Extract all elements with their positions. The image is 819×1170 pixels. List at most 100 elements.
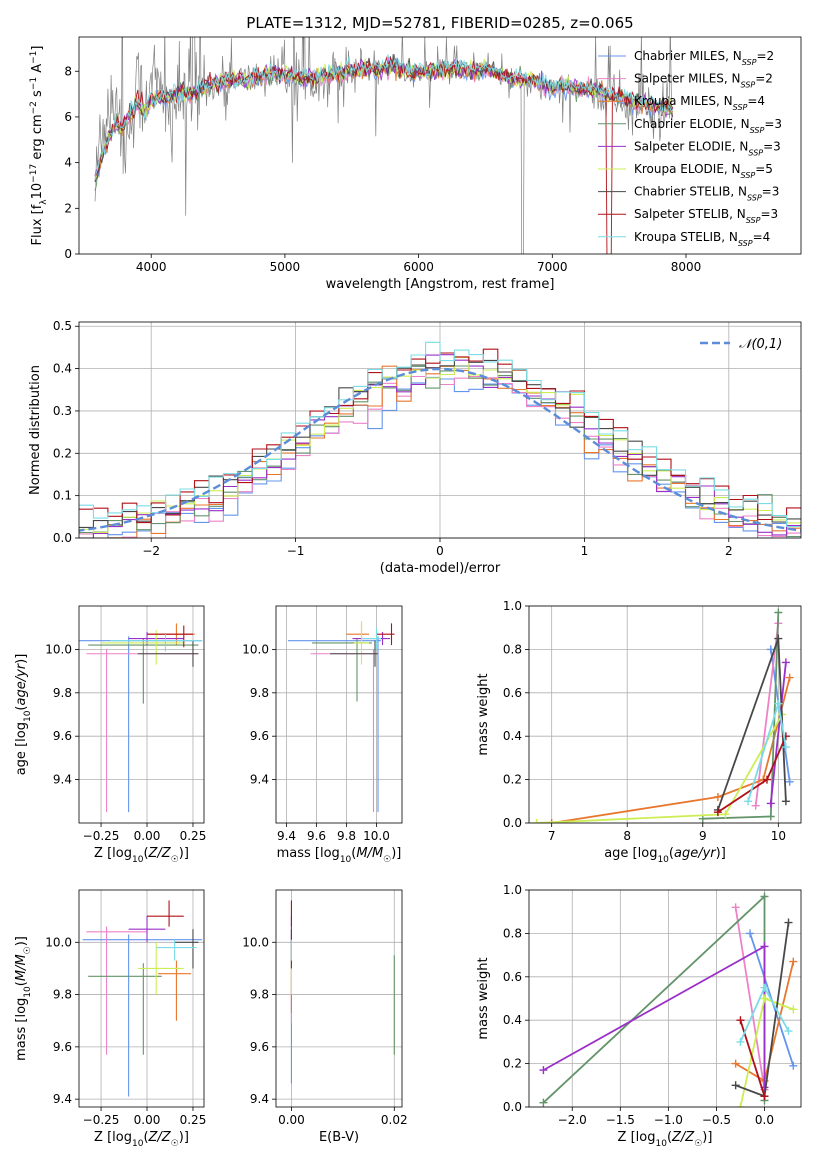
label-part: 10	[340, 855, 352, 865]
label-part: Z [log	[94, 846, 132, 861]
legend-text: =3	[764, 117, 782, 131]
weight-marker	[789, 1005, 798, 1014]
x-tick-label: 9.6	[307, 829, 326, 843]
x-tick-label: −0.5	[702, 1113, 731, 1127]
y-axis-label: Normed distribution	[28, 365, 43, 495]
plot-area	[82, 900, 203, 1097]
x-tick-label: 0.0	[755, 1113, 774, 1127]
errorbar-point	[156, 939, 197, 961]
weight-marker	[766, 812, 775, 821]
y-tick-label: 0.2	[503, 1057, 522, 1071]
y-axis-label: age [log10(age/yr)]	[14, 654, 33, 776]
histogram-step-line	[79, 357, 801, 533]
label-part: (	[14, 981, 29, 986]
weight-marker	[731, 1081, 740, 1090]
x-axis-label: (data-model)/error	[380, 561, 501, 576]
x-axis-label: Z [log10(Z/Z☉)]	[94, 846, 189, 865]
weight-marker	[736, 1103, 745, 1107]
weight-vs-metallicity-panel: −2.0 −1.5 −1.0 −0.5 0.0 0.0 0.2 0.4 0.6 0.8 1.0 Z […	[476, 883, 802, 1149]
weight-marker	[731, 1059, 740, 1068]
spectrum-panel: 4000 5000 6000 7000 8000 0 2 4 6 8 Chabrier MILES,…	[29, 36, 802, 292]
x-tick-label: 5000	[270, 260, 301, 274]
y-tick-label: 0.8	[503, 926, 522, 940]
weight-marker	[547, 819, 556, 823]
legend-text: =3	[762, 185, 780, 199]
mass-vs-metallicity-panel: −0.25 0.00 0.259.49.69.810.0Z [log10(Z/Z☉)…	[14, 889, 206, 1149]
label-part: Flux [f	[30, 204, 45, 245]
age-vs-mass-panel: 9.4 9.6 9.8 10.0 9.4 9.6 9.8 10.0 mass [log10(M/…	[242, 605, 403, 865]
label-part: −1	[29, 51, 39, 64]
x-axis-label: wavelength [Angstrom, rest frame]	[326, 277, 555, 292]
weight-marker	[539, 1066, 548, 1075]
y-tick-label: 0.1	[53, 489, 72, 503]
errorbar-point	[79, 636, 203, 813]
y-tick-label: 0.2	[503, 773, 522, 787]
plot-area	[288, 621, 395, 813]
weight-line	[542, 894, 766, 1104]
label-part: E(B-V)	[319, 1130, 359, 1145]
x-axis-label: Z [log10(Z/Z☉)]	[618, 1130, 713, 1149]
x-tick-label: 10	[771, 829, 786, 843]
errorbar-point	[137, 640, 199, 667]
residuals-panel: −2 −1 0 1 2 0.0 0.1 0.2 0.3 0.4 0.5 𝒩(0,1) (data-mod…	[28, 319, 802, 576]
plot-area	[539, 892, 798, 1107]
legend-subscript: SSP	[741, 80, 756, 89]
weight-marker	[785, 673, 794, 682]
x-tick-label: −0.25	[83, 1113, 120, 1127]
y-tick-label: 10.0	[242, 642, 269, 656]
axes-frame	[78, 36, 802, 255]
label-part: )]	[179, 846, 189, 861]
weight-line	[754, 623, 780, 806]
y-tick-label: 9.8	[250, 686, 269, 700]
label-part: s	[30, 90, 45, 101]
label-part: 10	[655, 1139, 667, 1149]
model-spectrum-line	[94, 56, 674, 254]
x-tick-label: 7000	[537, 260, 568, 274]
y-tick-label: 0.0	[503, 1100, 522, 1114]
y-tick-label: 0.4	[503, 1013, 522, 1027]
legend-text: Chabrier MILES, N	[634, 49, 742, 63]
weight-marker	[781, 797, 790, 806]
label-part: Z [log	[618, 1130, 656, 1145]
label-part: (	[669, 846, 674, 861]
label-part: (	[14, 706, 29, 711]
weight-marker	[760, 1092, 769, 1101]
y-tick-label: 8	[64, 64, 72, 78]
y-tick-label: 9.8	[53, 686, 72, 700]
weight-marker	[744, 797, 753, 806]
legend-subscript: SSP	[750, 125, 765, 134]
label-part: age [log	[604, 846, 657, 861]
legend-entry: Salpeter ELODIE, NSSP=3	[634, 139, 781, 157]
errorbar-point	[158, 960, 192, 1021]
label-part: age/yr	[674, 846, 717, 861]
y-tick-label: 0.0	[53, 531, 72, 545]
legend-subscript: SSP	[733, 103, 748, 112]
plot-area	[94, 37, 674, 254]
legend-text: Salpeter STELIB, N	[634, 207, 746, 221]
y-tick-label: 10.0	[242, 935, 269, 949]
y-axis-label: mass [log10(M/M☉)]	[14, 936, 33, 1061]
observed-spectrum-line	[94, 37, 673, 254]
label-part: wavelength [Angstrom, rest frame]	[326, 277, 555, 292]
label-part: age/yr	[14, 662, 29, 705]
label-part: (data-model)/error	[380, 561, 501, 576]
y-tick-label: 10.0	[45, 935, 72, 949]
model-spectrum-line	[94, 54, 674, 181]
axes-frame	[275, 605, 403, 824]
x-tick-label: −1	[287, 544, 305, 558]
legend-subscript: SSP	[741, 171, 756, 180]
weight-marker	[736, 1016, 745, 1025]
plot-area	[79, 623, 203, 813]
legend-text: =2	[755, 72, 773, 86]
plot-area	[532, 608, 794, 823]
y-tick-label: 9.6	[53, 1040, 72, 1054]
weight-marker	[784, 918, 793, 927]
errorbar-point	[128, 916, 166, 943]
legend-text: Chabrier ELODIE, N	[634, 117, 750, 131]
x-axis-label: Z [log10(Z/Z☉)]	[94, 1130, 189, 1149]
label-part: M/M	[356, 846, 383, 861]
errorbar-point	[288, 636, 381, 813]
weight-marker	[781, 658, 790, 667]
legend-text: =2	[756, 49, 774, 63]
